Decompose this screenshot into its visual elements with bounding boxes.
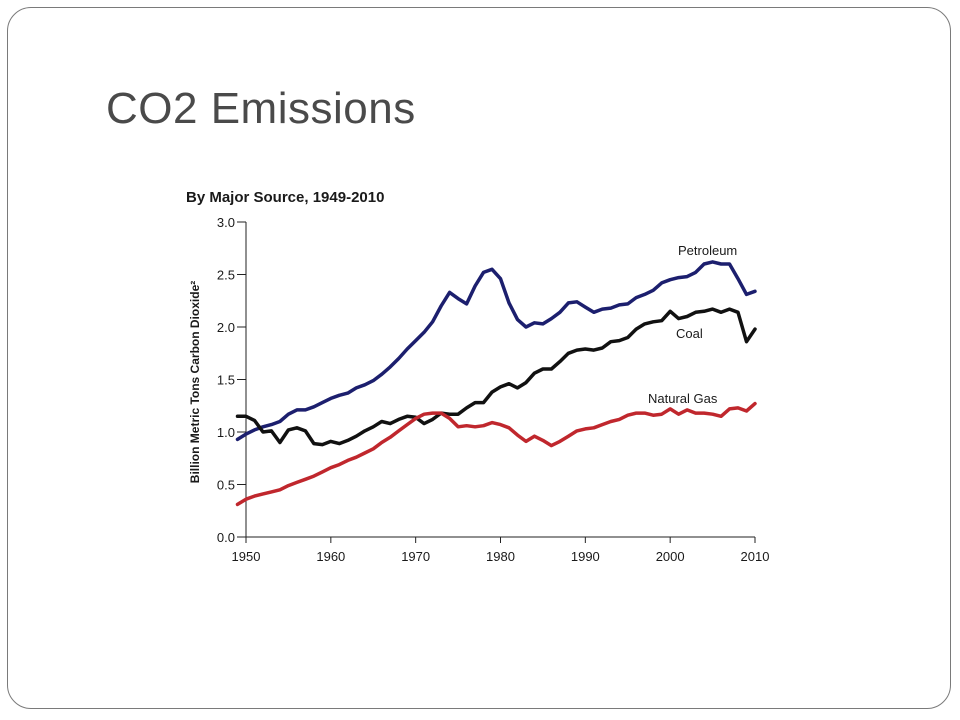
y-tick-label: 0.5 <box>217 478 235 493</box>
series-label-coal: Coal <box>676 326 703 341</box>
chart-title: By Major Source, 1949-2010 <box>186 189 384 206</box>
x-tick-label: 1960 <box>316 549 345 564</box>
x-tick-label: 2010 <box>741 549 770 564</box>
series-labels: Petroleum Coal Natural Gas <box>648 243 737 406</box>
series-line-coal <box>235 307 757 447</box>
x-tick-label: 1990 <box>571 549 600 564</box>
y-tick-label: 0.0 <box>217 530 235 545</box>
chart-axes: 0.0 0.5 1.0 1.5 2.0 2.5 3.0 1950 1960 1970 1980 199… <box>217 215 770 564</box>
series-lines <box>235 260 757 507</box>
y-tick-label: 2.5 <box>217 268 235 283</box>
slide-title: CO2 Emissions <box>106 84 416 133</box>
slide-frame <box>7 7 951 709</box>
series-label-natural-gas: Natural Gas <box>648 391 718 406</box>
series-line-petroleum <box>235 260 757 442</box>
x-tick-label: 2000 <box>656 549 685 564</box>
y-tick-label: 3.0 <box>217 215 235 230</box>
x-tick-label: 1980 <box>486 549 515 564</box>
x-tick-label: 1950 <box>232 549 261 564</box>
y-axis-label: Billion Metric Tons Carbon Dioxide² <box>188 281 202 483</box>
series-line-natural-gas <box>235 401 757 507</box>
y-tick-label: 1.0 <box>217 425 235 440</box>
y-tick-label: 1.5 <box>217 373 235 388</box>
series-label-petroleum: Petroleum <box>678 243 737 258</box>
y-tick-label: 2.0 <box>217 320 235 335</box>
x-tick-label: 1970 <box>401 549 430 564</box>
